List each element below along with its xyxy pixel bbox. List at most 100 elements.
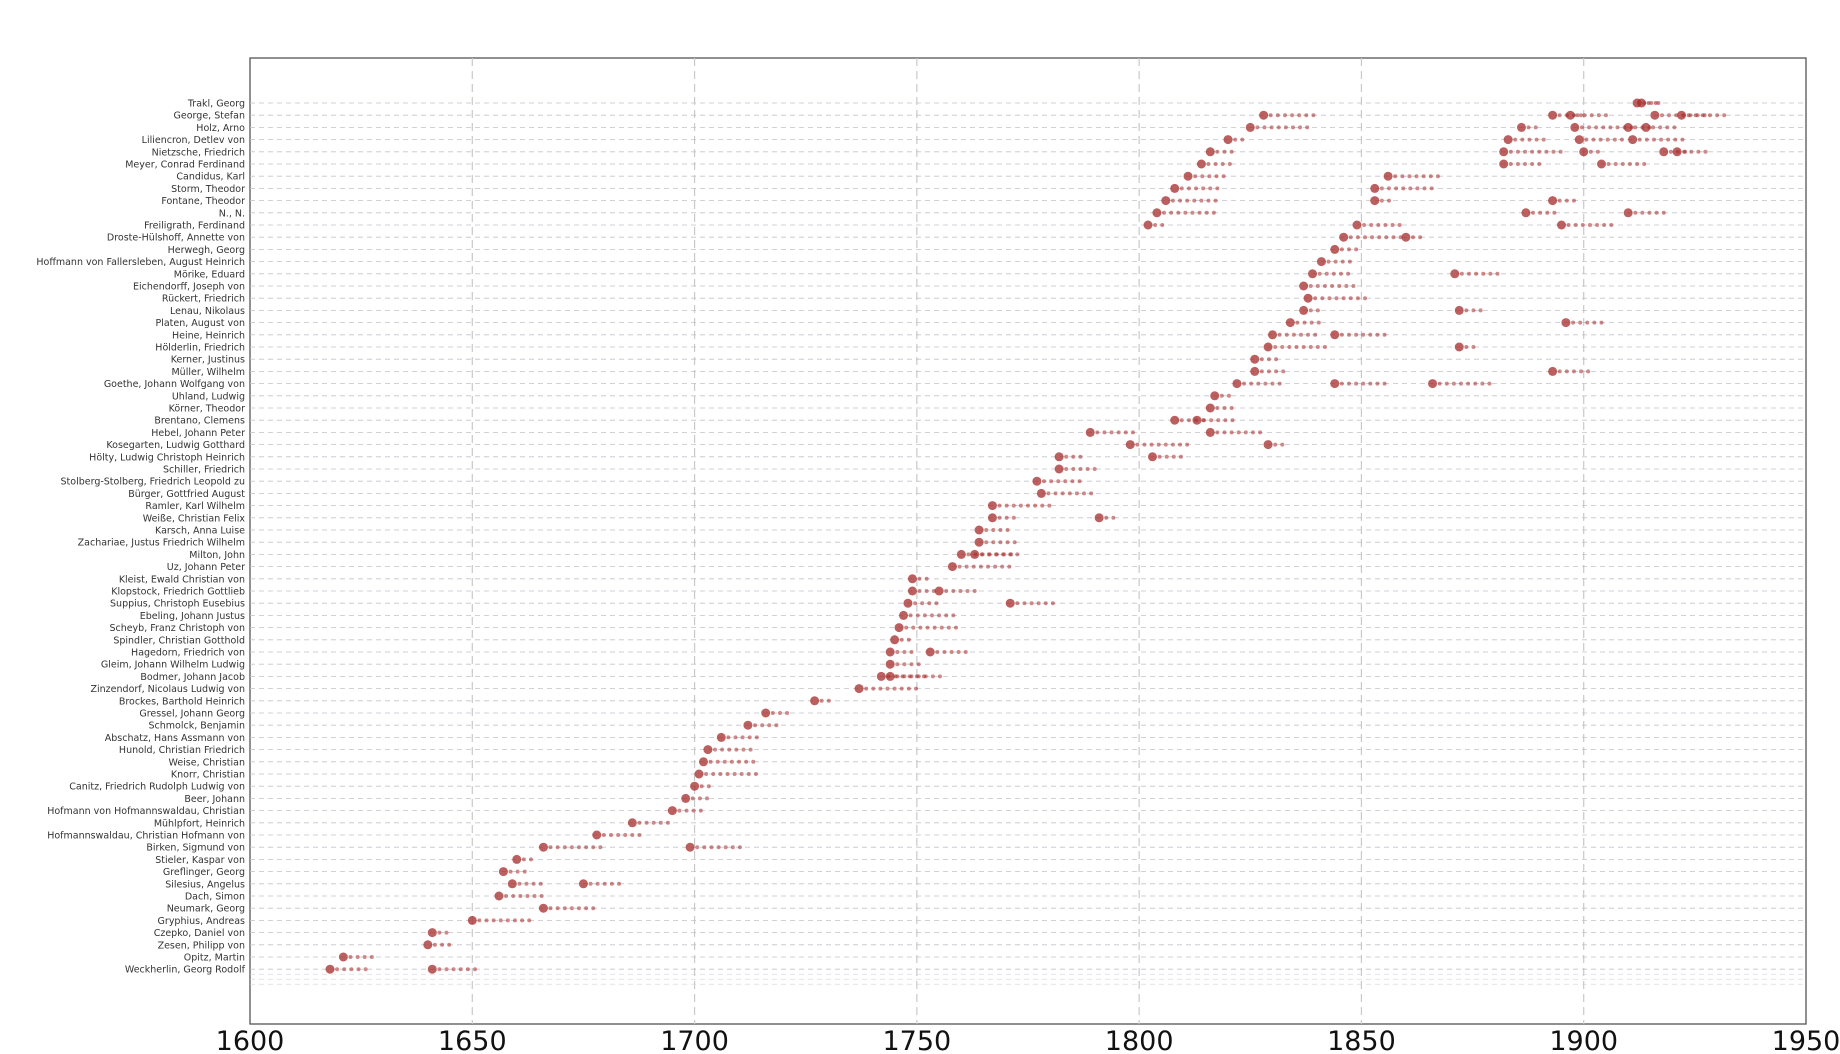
y-tick-label: Hölderlin, Friedrich (155, 343, 245, 354)
y-tick-label: Uhland, Ludwig (172, 391, 245, 402)
data-point (1386, 186, 1391, 191)
data-point (498, 867, 508, 877)
data-point (1215, 430, 1220, 435)
data-point (1541, 137, 1546, 142)
data-point (684, 808, 689, 813)
data-point (1032, 476, 1042, 486)
data-point (1633, 125, 1638, 130)
data-point (681, 793, 691, 803)
data-point (505, 918, 510, 923)
data-point (1054, 464, 1064, 474)
x-gridlines (471, 58, 1585, 1024)
data-point (1227, 162, 1232, 166)
data-point (1573, 223, 1578, 227)
data-point (1620, 162, 1625, 166)
data-point (895, 662, 900, 667)
data-point (810, 696, 820, 706)
data-point (1221, 174, 1226, 179)
y-tick-label: Brockes, Barthold Heinrich (119, 696, 245, 707)
data-point (1022, 601, 1027, 606)
x-tick-label: 1600 (216, 1026, 285, 1054)
y-tick-label: Stieler, Kaspar von (155, 855, 245, 866)
data-point (951, 613, 956, 618)
data-point (1004, 515, 1009, 520)
data-point (1520, 137, 1525, 142)
data-point (1608, 125, 1613, 130)
data-point (1595, 223, 1600, 227)
data-point (906, 686, 911, 691)
data-point (951, 589, 956, 593)
data-point (748, 747, 753, 752)
data-point (1651, 137, 1656, 142)
data-point (740, 735, 745, 740)
y-tick-label: Holz, Arno (196, 123, 245, 134)
data-point (1197, 210, 1202, 215)
data-point (1613, 162, 1618, 166)
data-point (894, 623, 904, 633)
data-point (458, 967, 463, 972)
data-point (498, 918, 503, 923)
data-point (1226, 393, 1231, 398)
data-point (548, 906, 553, 911)
data-point (974, 525, 984, 535)
data-point (1268, 113, 1273, 118)
data-point (1082, 491, 1087, 496)
y-tick-label: Storm, Theodor (171, 184, 245, 195)
data-point (1451, 381, 1456, 386)
data-point (538, 903, 548, 913)
data-point (517, 881, 522, 886)
data-point (1606, 162, 1611, 166)
data-point (1695, 113, 1700, 118)
data-point (1640, 210, 1645, 215)
data-point (760, 723, 765, 728)
data-point (1067, 491, 1072, 496)
data-point (1213, 198, 1218, 203)
data-point (907, 574, 917, 584)
y-tick-label: Schiller, Friedrich (163, 465, 245, 476)
data-point (1557, 369, 1562, 374)
data-point (1696, 149, 1701, 154)
data-point (1156, 442, 1161, 447)
data-point (1534, 137, 1539, 142)
data-point (929, 613, 934, 618)
data-point (1263, 342, 1273, 352)
data-point (1370, 196, 1380, 206)
data-point (1548, 110, 1558, 120)
data-point (1046, 491, 1051, 496)
data-point (1190, 210, 1195, 215)
data-point (608, 833, 613, 837)
y-tick-label: Hofmannswaldau, Christian Hofmann von (47, 831, 245, 842)
data-point (667, 806, 677, 816)
data-point (504, 894, 509, 898)
data-point (902, 674, 907, 679)
data-point (903, 598, 913, 608)
data-point (1428, 174, 1433, 179)
y-tick-label: Birken, Sigmund von (146, 843, 245, 854)
data-point (623, 833, 628, 837)
data-point (1216, 418, 1221, 423)
data-point (1585, 320, 1590, 325)
data-point (1601, 125, 1606, 130)
data-point (1268, 330, 1278, 340)
x-tick-label: 1800 (1105, 1026, 1174, 1054)
data-point (532, 894, 537, 898)
data-point (1578, 320, 1583, 325)
data-point (925, 625, 930, 630)
data-point (1715, 113, 1720, 118)
data-point (1599, 320, 1604, 325)
y-tick-label: Hunold, Christian Friedrich (119, 745, 245, 756)
data-point (1196, 159, 1206, 169)
data-point (909, 650, 914, 654)
data-point (1201, 186, 1206, 191)
data-point (1001, 552, 1006, 557)
data-point (1185, 442, 1190, 447)
data-point (1256, 381, 1261, 386)
data-point (1223, 135, 1233, 145)
data-point (953, 625, 958, 630)
data-point (1011, 515, 1016, 520)
y-tick-label: Mühlpfort, Heinrich (154, 818, 245, 829)
data-point (1561, 318, 1571, 328)
x-tick-label: 1950 (1772, 1026, 1840, 1054)
data-point (1123, 430, 1128, 435)
